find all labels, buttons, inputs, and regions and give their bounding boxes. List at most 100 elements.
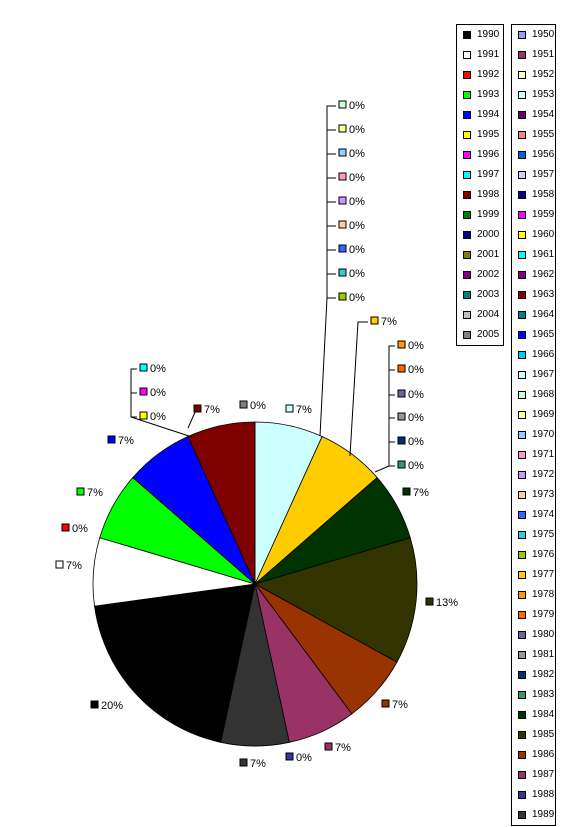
legend-swatch <box>518 191 526 199</box>
legend-a-item-2004: 2004 <box>457 305 503 325</box>
legend-a-item-2005: 2005 <box>457 325 503 345</box>
slice-label-1990: 20% <box>101 700 123 712</box>
legend-label: 1991 <box>477 49 500 60</box>
legend-b-item-1980: 1980 <box>512 625 555 645</box>
legend-swatch <box>463 111 471 119</box>
legend-swatch <box>518 691 526 699</box>
legend-swatch <box>463 311 471 319</box>
legend-swatch <box>518 91 526 99</box>
zero-label-16-swatch <box>285 752 294 761</box>
legend-label: 1987 <box>532 769 555 780</box>
legend-b-item-1982: 1982 <box>512 665 555 685</box>
legend-a-item-2003: 2003 <box>457 285 503 305</box>
legend-label: 1993 <box>477 89 500 100</box>
legend-swatch <box>518 631 526 639</box>
legend-swatch <box>518 791 526 799</box>
slice-label-1989: 7% <box>250 758 266 770</box>
legend-label: 1963 <box>532 289 555 300</box>
zero-label-19: 0% <box>150 363 166 375</box>
legend-label: 1967 <box>532 369 555 380</box>
legend-label: 1989 <box>532 809 555 820</box>
legend-b-item-1967: 1967 <box>512 365 555 385</box>
legend-swatch <box>518 211 526 219</box>
slice-label-1993: 7% <box>87 487 103 499</box>
legend-b-item-1983: 1983 <box>512 685 555 705</box>
zero-label-6: 0% <box>349 220 365 232</box>
legend-b-item-1977: 1977 <box>512 565 555 585</box>
legend-a-item-1997: 1997 <box>457 165 503 185</box>
legend-swatch <box>518 71 526 79</box>
legend-swatch <box>518 511 526 519</box>
legend-label: 1975 <box>532 529 555 540</box>
slice-label-1991-swatch <box>55 560 64 569</box>
legend-swatch <box>518 411 526 419</box>
legend-b-item-1975: 1975 <box>512 525 555 545</box>
legend-label: 1986 <box>532 749 555 760</box>
zero-label-15: 0% <box>408 460 424 472</box>
legend-b-item-1972: 1972 <box>512 465 555 485</box>
legend-b-item-1987: 1987 <box>512 765 555 785</box>
legend-b-item-1952: 1952 <box>512 65 555 85</box>
legend-b-item-1955: 1955 <box>512 125 555 145</box>
zero-label-21-swatch <box>139 411 148 420</box>
legend-label: 1988 <box>532 789 555 800</box>
legend-primary: 1990 1991 1992 1993 1994 1995 1996 1997 1998 1999… <box>456 24 504 346</box>
legend-swatch <box>463 151 471 159</box>
legend-swatch <box>518 251 526 259</box>
legend-b-item-1961: 1961 <box>512 245 555 265</box>
legend-swatch <box>518 271 526 279</box>
zero-label-21: 0% <box>150 411 166 423</box>
legend-swatch <box>518 291 526 299</box>
legend-label: 1970 <box>532 429 555 440</box>
leader-line-17 <box>130 368 193 438</box>
legend-a-item-1994: 1994 <box>457 105 503 125</box>
zero-label-5-swatch <box>338 196 347 205</box>
legend-swatch <box>518 571 526 579</box>
zero-label-1: 0% <box>349 100 365 112</box>
legend-b-item-1959: 1959 <box>512 205 555 225</box>
legend-label: 1950 <box>532 29 555 40</box>
legend-label: 1953 <box>532 89 555 100</box>
zero-label-17-swatch <box>61 523 70 532</box>
zero-label-12: 0% <box>408 389 424 401</box>
legend-swatch <box>463 131 471 139</box>
legend-label: 1971 <box>532 449 555 460</box>
slice-label-1986: 7% <box>392 699 408 711</box>
zero-label-13-swatch <box>397 412 406 421</box>
legend-a-item-2002: 2002 <box>457 265 503 285</box>
legend-label: 2000 <box>477 229 500 240</box>
slice-label-1957: 7% <box>296 404 312 416</box>
legend-label: 2002 <box>477 269 500 280</box>
legend-swatch <box>518 551 526 559</box>
legend-a-item-1993: 1993 <box>457 85 503 105</box>
legend-b-item-1969: 1969 <box>512 405 555 425</box>
slice-label-1987: 7% <box>335 742 351 754</box>
zero-label-14-swatch <box>397 436 406 445</box>
legend-swatch <box>463 211 471 219</box>
legend-swatch <box>518 491 526 499</box>
legend-swatch <box>518 31 526 39</box>
leader-line-1 <box>319 105 336 437</box>
legend-swatch <box>463 31 471 39</box>
legend-label: 2003 <box>477 289 500 300</box>
legend-swatch <box>518 371 526 379</box>
zero-label-19-swatch <box>139 363 148 372</box>
legend-b-item-1951: 1951 <box>512 45 555 65</box>
zero-label-18: 0% <box>250 400 266 412</box>
legend-swatch <box>518 611 526 619</box>
legend-label: 1961 <box>532 249 555 260</box>
legend-swatch <box>463 331 471 339</box>
legend-b-item-1966: 1966 <box>512 345 555 365</box>
legend-label: 2004 <box>477 309 500 320</box>
legend-b-item-1973: 1973 <box>512 485 555 505</box>
legend-label: 1956 <box>532 149 555 160</box>
legend-swatch <box>518 811 526 819</box>
slice-label-1994-swatch <box>107 435 116 444</box>
legend-b-item-1965: 1965 <box>512 325 555 345</box>
zero-label-2: 0% <box>349 124 365 136</box>
zero-label-4: 0% <box>349 172 365 184</box>
slice-label-1991: 7% <box>66 560 82 572</box>
pie-slice-1990 <box>94 583 256 743</box>
zero-label-2-swatch <box>338 124 347 133</box>
